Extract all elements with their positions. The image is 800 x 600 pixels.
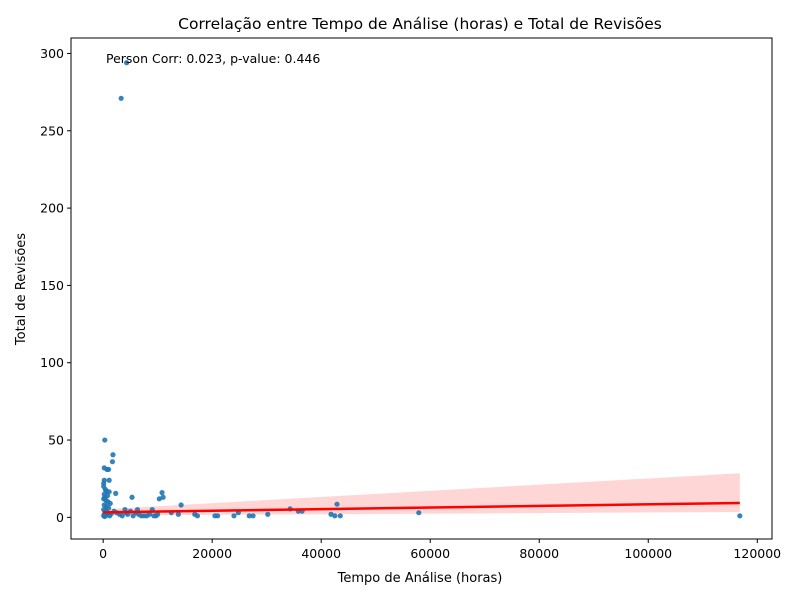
y-axis-ticks: 0 50 100 150 200 250 300 bbox=[40, 46, 71, 525]
y-tick-label: 200 bbox=[40, 201, 64, 216]
data-point bbox=[416, 510, 422, 516]
plot-area bbox=[101, 60, 743, 520]
data-point bbox=[102, 513, 108, 520]
y-tick-label: 150 bbox=[40, 278, 64, 293]
y-tick-label: 0 bbox=[56, 510, 64, 525]
regression-line bbox=[103, 501, 740, 514]
data-point bbox=[265, 511, 271, 517]
y-tick-label: 250 bbox=[40, 123, 64, 138]
plot-frame bbox=[70, 37, 773, 540]
data-point bbox=[119, 513, 125, 519]
x-tick-label: 120000 bbox=[733, 546, 781, 561]
data-point bbox=[175, 511, 181, 517]
data-point bbox=[215, 513, 221, 519]
data-point bbox=[160, 494, 166, 500]
data-point bbox=[124, 60, 130, 66]
data-point bbox=[129, 494, 135, 500]
data-point bbox=[159, 490, 165, 496]
data-point bbox=[106, 477, 112, 483]
x-tick-label: 40000 bbox=[301, 546, 341, 561]
data-point bbox=[231, 513, 237, 519]
x-tick-label: 80000 bbox=[519, 546, 559, 561]
data-point bbox=[250, 513, 256, 519]
data-point bbox=[178, 502, 184, 508]
data-point bbox=[246, 513, 252, 519]
correlation-annotation: Person Corr: 0.023, p-value: 0.446 bbox=[106, 51, 320, 66]
data-point bbox=[337, 513, 343, 519]
y-axis-label: Total de Revisões bbox=[14, 233, 29, 346]
data-point bbox=[194, 513, 201, 519]
data-point bbox=[113, 490, 119, 496]
data-point bbox=[106, 466, 112, 473]
x-tick-label: 0 bbox=[99, 546, 107, 561]
y-tick-label: 300 bbox=[40, 46, 64, 61]
x-axis-label: Tempo de Análise (horas) bbox=[337, 571, 503, 586]
y-tick-label: 100 bbox=[40, 355, 64, 370]
data-point bbox=[107, 500, 113, 507]
data-point bbox=[107, 513, 113, 519]
x-axis-ticks: 0 20000 40000 60000 80000 100000 120000 bbox=[99, 539, 781, 561]
x-tick-label: 60000 bbox=[410, 546, 450, 561]
y-tick-label: 50 bbox=[48, 433, 64, 448]
data-point bbox=[334, 501, 340, 507]
data-point bbox=[109, 459, 116, 465]
data-point bbox=[102, 437, 108, 443]
chart-title: Correlação entre Tempo de Análise (horas… bbox=[178, 15, 662, 33]
data-point bbox=[110, 452, 116, 458]
data-point bbox=[106, 505, 112, 511]
x-tick-label: 100000 bbox=[624, 546, 672, 561]
data-point bbox=[737, 513, 743, 519]
data-point bbox=[118, 95, 124, 101]
x-tick-label: 20000 bbox=[192, 546, 232, 561]
data-point bbox=[155, 511, 161, 517]
data-point bbox=[332, 513, 338, 519]
